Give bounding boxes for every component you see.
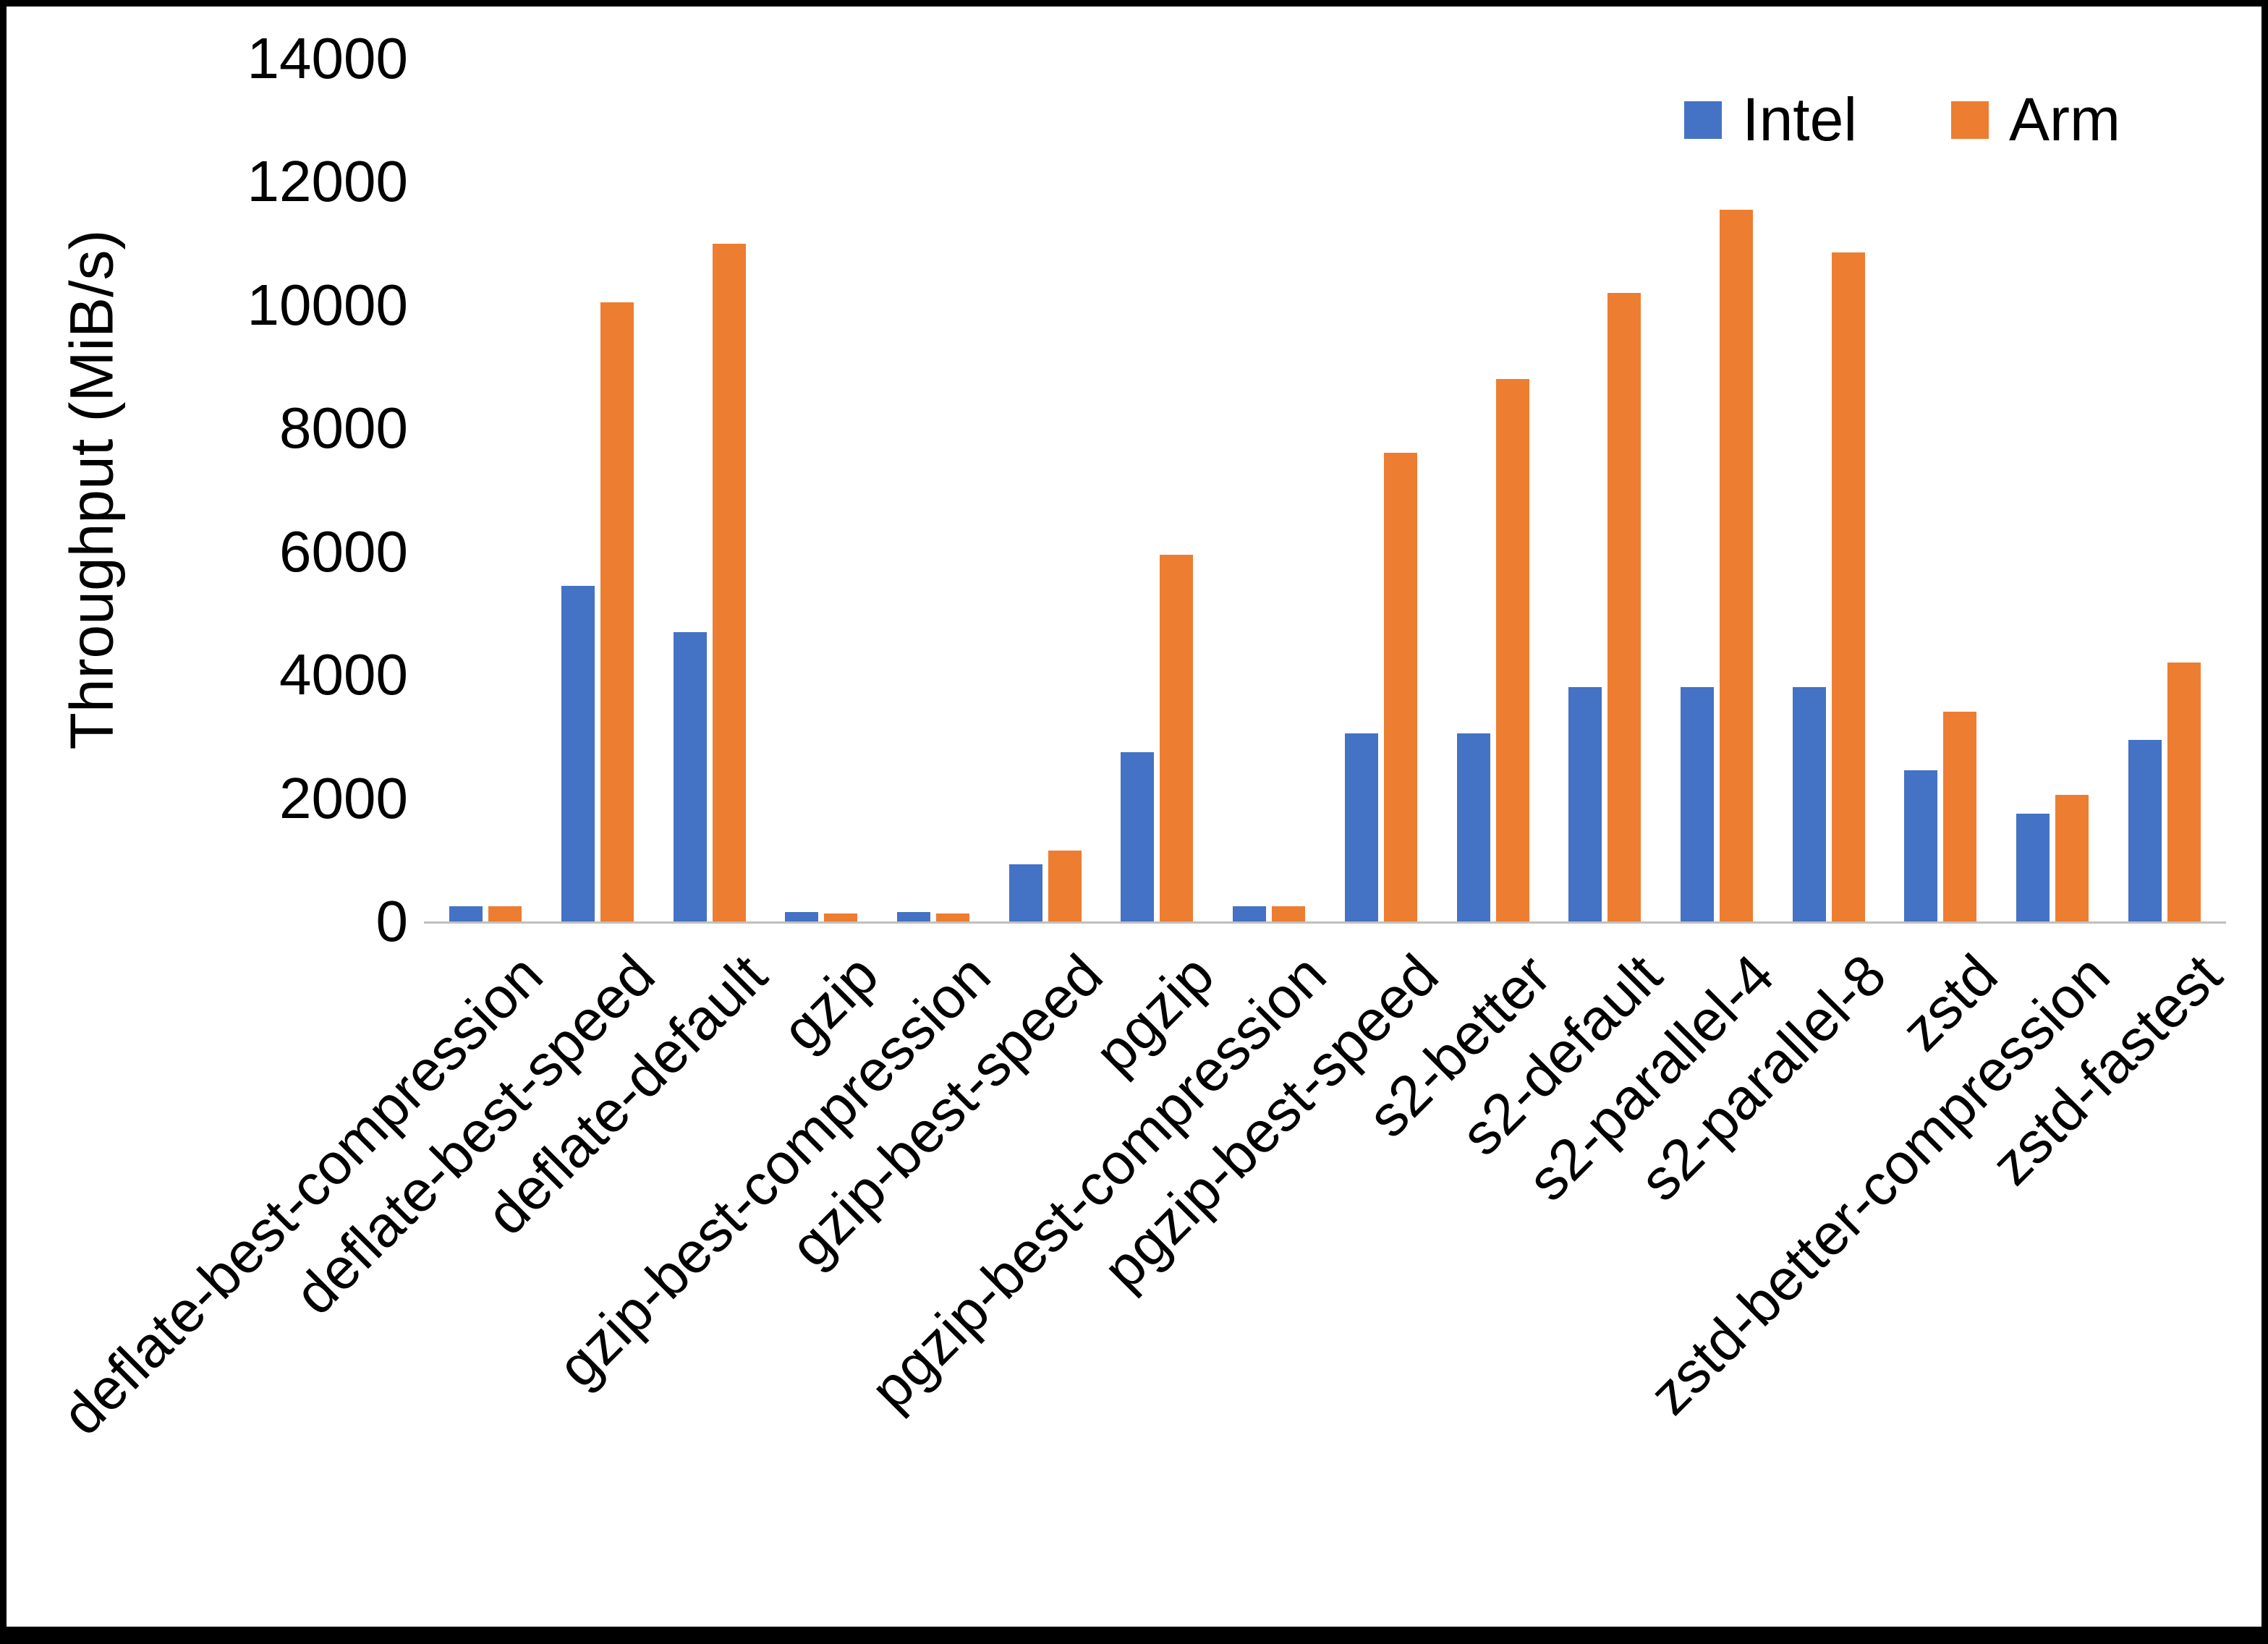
legend-label: Arm (2009, 85, 2120, 153)
bar-arm-gzip-best-speed (1048, 851, 1082, 921)
bar-intel-deflate-best-speed (561, 585, 595, 921)
x-axis-line (424, 921, 2226, 924)
bar-intel-deflate-default (673, 631, 707, 921)
y-tick-label: 10000 (247, 272, 408, 337)
bar-intel-deflate-best-compression (449, 906, 483, 921)
bar-intel-s2-parallel-8 (1792, 687, 1826, 921)
legend-item-intel: Intel (1684, 85, 1857, 155)
bar-arm-deflate-best-speed (600, 302, 634, 921)
y-tick-label: 2000 (279, 765, 408, 830)
y-tick-label: 8000 (279, 396, 408, 461)
bar-intel-s2-parallel-4 (1680, 687, 1714, 921)
y-tick-label: 14000 (247, 26, 408, 90)
bar-arm-pgzip (1160, 554, 1194, 921)
y-tick-label: 6000 (279, 519, 408, 584)
bar-arm-deflate-best-compression (488, 906, 522, 921)
bar-intel-pgzip (1121, 751, 1155, 921)
bar-arm-s2-parallel-8 (1831, 252, 1865, 921)
bar-arm-deflate-default (712, 243, 746, 921)
bar-arm-pgzip-best-compression (1272, 906, 1306, 921)
y-tick-label: 12000 (247, 149, 408, 214)
y-tick-label: 4000 (279, 642, 408, 707)
bar-arm-pgzip-best-speed (1383, 453, 1417, 921)
legend-swatch-intel (1684, 101, 1723, 139)
legend: Intel Arm (1684, 85, 2120, 155)
bar-arm-s2-better (1495, 379, 1529, 921)
bar-intel-zstd-better-compression (2016, 813, 2050, 921)
bar-arm-s2-default (1607, 292, 1641, 921)
bar-intel-pgzip-best-speed (1344, 733, 1378, 921)
bar-intel-s2-default (1568, 687, 1602, 921)
y-tick-label: 0 (375, 889, 409, 953)
bar-intel-pgzip-best-compression (1233, 906, 1267, 921)
bar-arm-zstd-better-compression (2055, 795, 2089, 921)
bar-intel-s2-better (1456, 733, 1490, 921)
bar-intel-gzip-best-speed (1008, 864, 1042, 921)
legend-swatch-arm (1951, 101, 1989, 139)
plot-area (430, 59, 2220, 921)
bar-arm-s2-parallel-4 (1719, 209, 1753, 921)
bar-arm-zstd-fastest (2167, 663, 2201, 921)
bar-intel-zstd (1904, 770, 1938, 921)
bar-arm-gzip (824, 913, 858, 921)
bar-intel-gzip (785, 912, 819, 921)
legend-label: Intel (1742, 85, 1858, 153)
bar-arm-zstd (1943, 712, 1977, 921)
bar-intel-gzip-best-compression (897, 912, 931, 921)
bar-arm-gzip-best-compression (936, 913, 970, 921)
bar-intel-zstd-fastest (2128, 739, 2162, 921)
legend-item-arm: Arm (1951, 85, 2120, 155)
